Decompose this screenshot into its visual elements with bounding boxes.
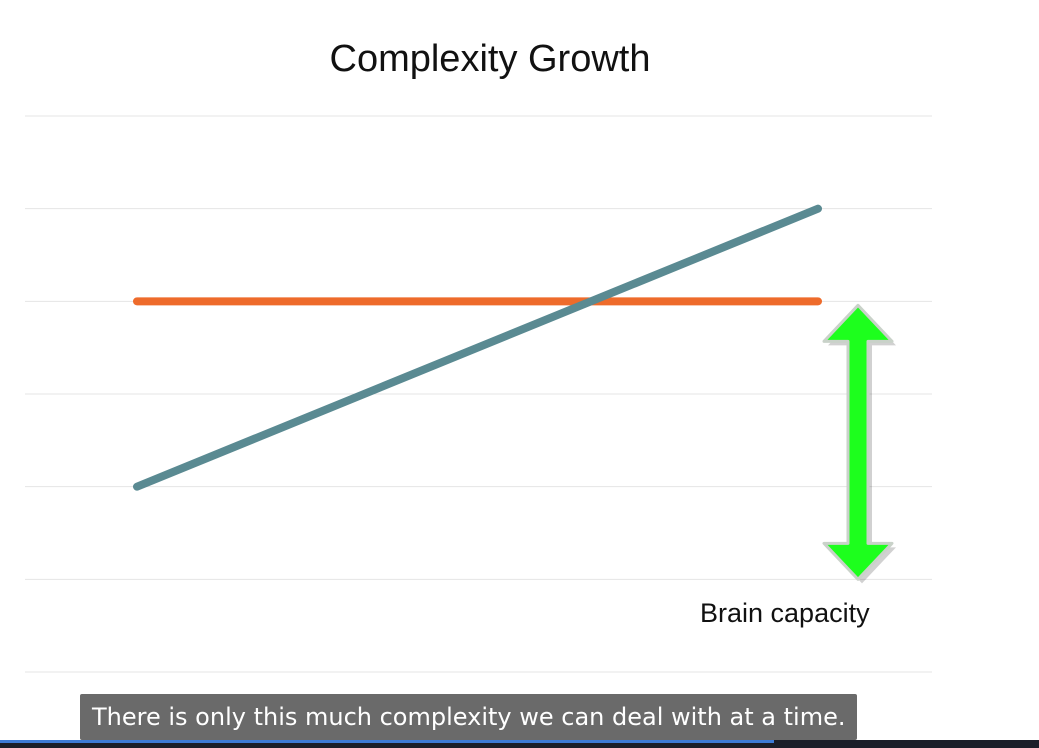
subtitle-caption: There is only this much complexity we ca…: [80, 694, 858, 740]
video-progress-bar[interactable]: [0, 740, 1039, 748]
brain-capacity-label: Brain capacity: [700, 598, 870, 628]
series-lines: [133, 204, 822, 491]
chart-title: Complexity Growth: [329, 38, 651, 80]
series-line-2: [133, 204, 822, 491]
double-arrow-shape: [822, 303, 894, 581]
brain-capacity-arrow-icon: [822, 303, 896, 584]
video-progress-fill: [0, 740, 775, 743]
gridlines: [25, 115, 932, 673]
